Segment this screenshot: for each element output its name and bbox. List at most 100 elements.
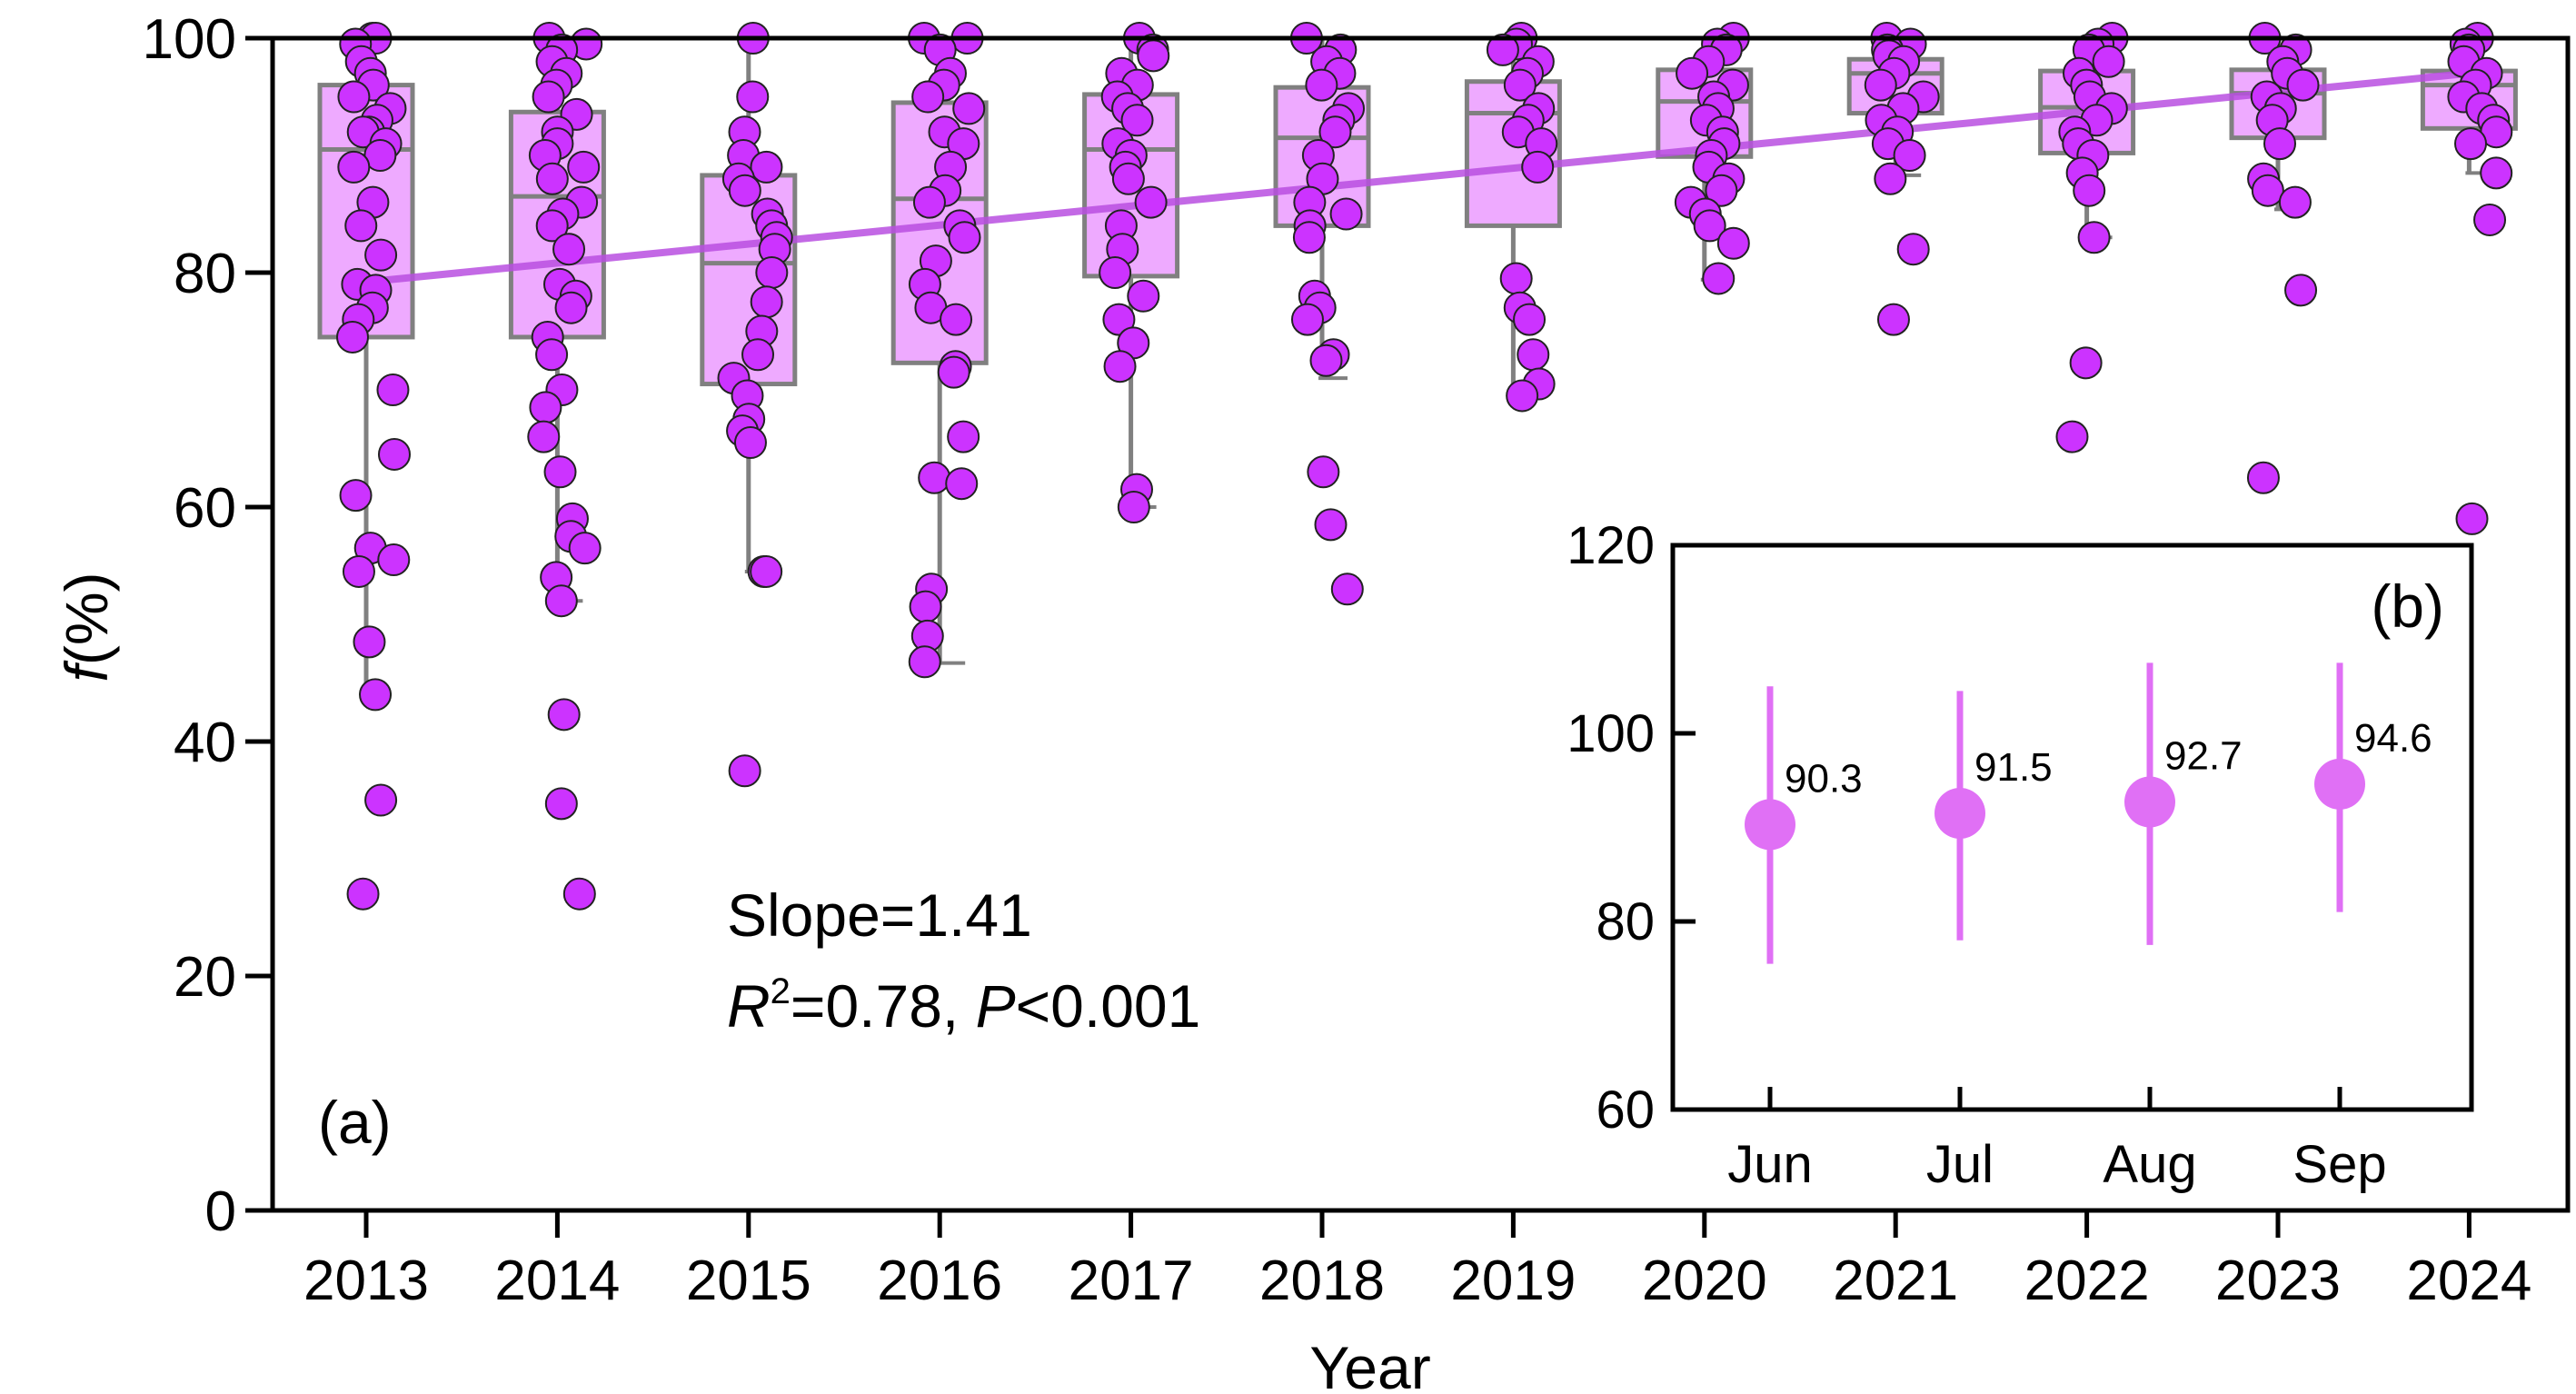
- x-tick-label: 2017: [1069, 1250, 1194, 1312]
- data-point: [2069, 346, 2103, 380]
- mean-marker: [2314, 758, 2365, 810]
- data-point: [1103, 350, 1137, 383]
- value-label: 94.6: [2354, 716, 2432, 761]
- data-point: [2454, 127, 2488, 161]
- trend-line: [365, 69, 2470, 286]
- data-point: [937, 355, 970, 389]
- y-tick-label: 40: [174, 712, 236, 774]
- data-point: [2246, 461, 2280, 494]
- data-point: [2473, 203, 2507, 236]
- data-point: [2286, 68, 2320, 102]
- data-point: [1099, 256, 1132, 289]
- data-point: [554, 291, 588, 324]
- data-point: [909, 590, 942, 623]
- data-point: [567, 150, 601, 184]
- data-point: [1503, 68, 1537, 102]
- y-tick-label: 100: [143, 8, 236, 71]
- mean-marker: [1934, 787, 1985, 839]
- slope-annotation: Slope=1.41: [727, 881, 1032, 949]
- data-point: [741, 338, 775, 372]
- data-point: [2055, 420, 2089, 453]
- x-tick-label: 2014: [494, 1250, 620, 1312]
- inset-y-tick-label: 80: [1596, 892, 1655, 951]
- data-point: [337, 80, 371, 114]
- inset-x-tick-label: Jul: [1926, 1135, 1994, 1194]
- data-point: [945, 467, 979, 501]
- data-point: [1120, 104, 1154, 137]
- data-point: [1117, 491, 1150, 523]
- inset-y-tick-label: 100: [1566, 704, 1655, 763]
- data-point: [535, 338, 569, 372]
- data-point: [543, 455, 577, 489]
- x-tick-label: 2019: [1450, 1250, 1576, 1312]
- data-point: [364, 238, 398, 272]
- data-point: [346, 877, 380, 911]
- value-label: 90.3: [1785, 756, 1863, 801]
- y-axis-label: f(%): [53, 573, 120, 682]
- x-tick-label: 2016: [877, 1250, 1002, 1312]
- data-point: [911, 80, 945, 114]
- x-axis-label: Year: [1309, 1334, 1430, 1394]
- data-point: [1517, 338, 1550, 372]
- mean-marker: [1745, 799, 1795, 851]
- x-tick-label: 2018: [1259, 1250, 1385, 1312]
- data-point: [1111, 162, 1145, 195]
- inset-x-tick-label: Aug: [2103, 1135, 2196, 1194]
- data-point: [1716, 226, 1750, 260]
- data-point: [353, 625, 386, 659]
- data-point: [1102, 303, 1136, 336]
- data-point: [2251, 174, 2284, 207]
- data-point: [2278, 185, 2312, 219]
- data-point: [1305, 68, 1338, 102]
- data-point: [2480, 156, 2513, 190]
- data-point: [912, 185, 946, 219]
- data-point: [1329, 197, 1363, 231]
- data-point: [1896, 233, 1930, 266]
- data-point: [728, 754, 761, 788]
- data-point: [1499, 262, 1533, 295]
- data-point: [1318, 115, 1352, 149]
- data-point: [1292, 221, 1326, 254]
- data-point: [736, 80, 770, 114]
- data-point: [750, 285, 783, 319]
- data-point: [535, 209, 569, 243]
- data-point: [359, 678, 393, 712]
- data-point: [1676, 56, 1709, 90]
- data-point: [1314, 508, 1348, 542]
- data-point: [2455, 502, 2489, 535]
- y-tick-label: 0: [205, 1180, 236, 1243]
- x-tick-label: 2024: [2406, 1250, 2531, 1312]
- data-point: [750, 150, 783, 184]
- data-point: [1693, 209, 1726, 243]
- data-point: [552, 233, 586, 266]
- data-point: [1330, 573, 1364, 606]
- panel-a: 0 20 40 60 80 100 2013 2014 2015 2016 2017 2018 2019…: [143, 8, 2532, 1312]
- panel-b: 60 80 100 120 Jun 90.3 Jul 91.5 Aug 92.7 Sep 94.6: [1566, 516, 2432, 1194]
- data-point: [562, 877, 596, 911]
- data-point: [336, 320, 370, 353]
- data-point: [544, 787, 578, 821]
- data-point: [1127, 279, 1160, 313]
- panel-b-label: (b): [2371, 573, 2444, 640]
- y-tick-label: 80: [174, 243, 236, 305]
- data-point: [1307, 455, 1340, 489]
- x-tick-label: 2022: [2024, 1250, 2150, 1312]
- data-point: [337, 150, 371, 184]
- data-point: [2284, 274, 2318, 307]
- data-point: [1702, 262, 1736, 295]
- data-point: [733, 426, 767, 460]
- data-point: [1893, 139, 1926, 172]
- data-point: [535, 162, 569, 195]
- panel-a-label: (a): [318, 1089, 392, 1156]
- data-point: [755, 256, 789, 289]
- data-point: [364, 783, 398, 817]
- data-point: [728, 174, 761, 207]
- inset-x-tick-label: Sep: [2293, 1135, 2386, 1194]
- data-point: [2073, 174, 2106, 207]
- data-point: [1134, 185, 1168, 219]
- data-point: [1874, 162, 1907, 195]
- data-point: [940, 303, 973, 336]
- data-point: [1309, 344, 1343, 377]
- mean-marker: [2124, 776, 2175, 828]
